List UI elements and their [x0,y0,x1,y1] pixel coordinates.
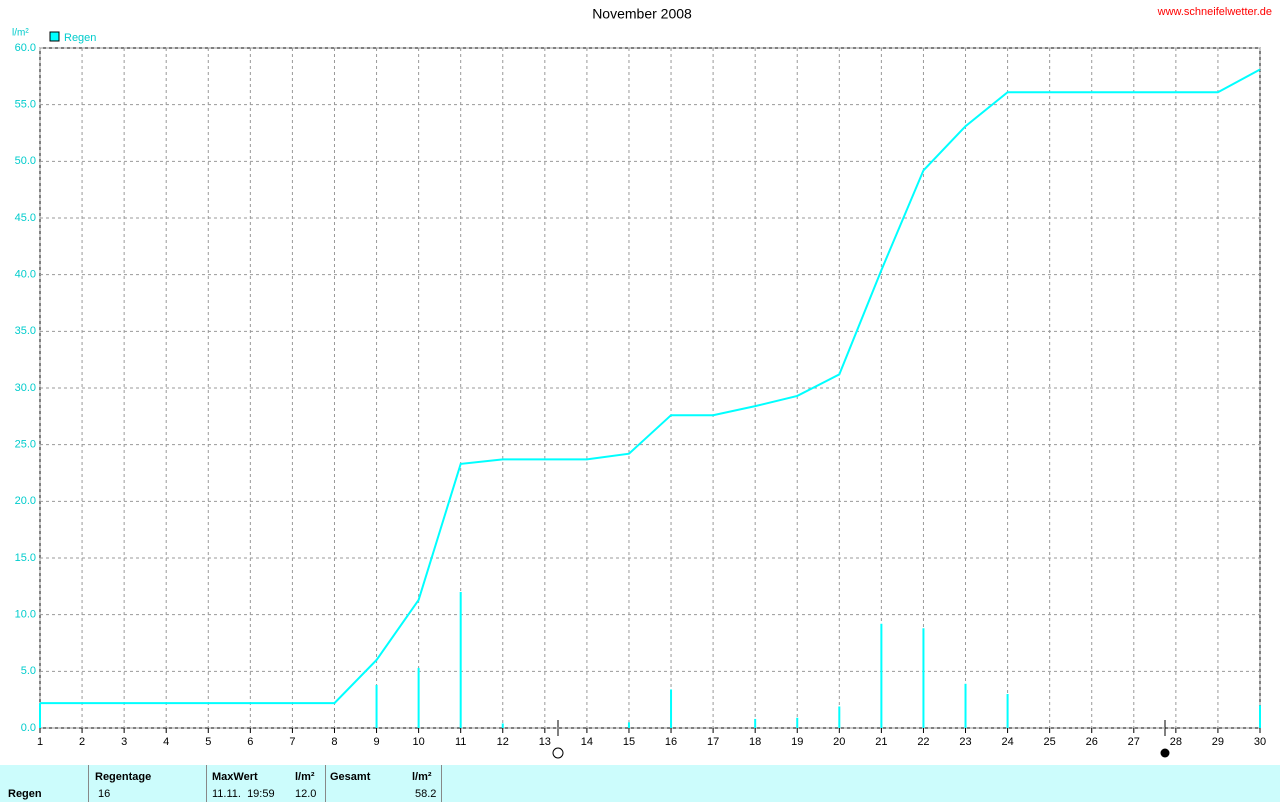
x-tick-label: 26 [1086,736,1098,748]
header: Gesamt [330,771,371,783]
y-tick-label: 10.0 [15,609,36,621]
x-tick-label: 16 [665,736,677,748]
y-tick-label: 0.0 [21,722,36,734]
y-axis-label: l/m² [12,28,29,39]
x-tick-label: 28 [1170,736,1182,748]
y-tick-label: 35.0 [15,325,36,337]
chart: November 2008 www.schneifelwetter.de l/m… [12,6,1272,759]
x-tick-label: 8 [331,736,337,748]
source: www.schneifelwetter.de [1157,6,1272,18]
x-tick-label: 5 [205,736,211,748]
x-tick-label: 21 [875,736,887,748]
header: l/m² [412,771,432,783]
header: MaxWert [212,771,258,783]
full-moon [552,747,564,759]
y-tick-label: 45.0 [15,212,36,224]
new-moon [1160,748,1170,758]
y-tick-label: 20.0 [15,495,36,507]
separator [206,765,207,802]
x-tick-label: 15 [623,736,635,748]
x-tick-label: 4 [163,736,169,748]
x-tick-label: 6 [247,736,253,748]
x-tick-label: 20 [833,736,845,748]
x-tick-label: 3 [121,736,127,748]
x-tick-label: 24 [1001,736,1013,748]
x-tick-label: 25 [1044,736,1056,748]
x-tick-label: 1 [37,736,43,748]
x-tick-label: 11 [455,736,466,748]
cell: 58.2 [415,788,437,800]
x-tick-label: 29 [1212,736,1224,748]
x-tick-label: 22 [917,736,929,748]
legend-label: Regen [64,32,96,44]
cell: 11.11. 19:59 [212,788,275,800]
cell: 16 [98,788,111,800]
x-tick-label: 2 [79,736,85,748]
separator [441,765,442,802]
x-tick-label: 14 [581,736,593,748]
y-tick-label: 5.0 [21,665,36,677]
cell: 12.0 [295,788,317,800]
summary-table: Regen Regentage 16 MaxWert l/m² 11.11. 1… [0,765,1280,802]
x-tick-label: 12 [497,736,509,748]
row-label: Regen [8,788,42,800]
y-tick-label: 25.0 [15,439,36,451]
y-tick-label: 40.0 [15,269,36,281]
x-tick-label: 18 [749,736,761,748]
separator [88,765,89,802]
x-tick-label: 9 [373,736,379,748]
y-tick-label: 60.0 [15,42,36,54]
x-tick-label: 27 [1128,736,1140,748]
x-tick-label: 17 [707,736,719,748]
x-tick-label: 30 [1254,736,1266,748]
x-tick-label: 23 [959,736,971,748]
x-tick-label: 19 [791,736,803,748]
x-tick-label: 10 [412,736,424,748]
x-tick-label: 13 [539,736,551,748]
header: l/m² [295,771,315,783]
chart-title: November 2008 [592,6,692,22]
legend-swatch [49,31,60,42]
y-tick-label: 55.0 [15,99,36,111]
cumulative-line [40,68,1261,705]
separator [325,765,326,802]
y-tick-label: 30.0 [15,382,36,394]
x-tick-label: 7 [289,736,295,748]
header: Regentage [95,771,152,783]
y-tick-label: 15.0 [15,552,36,564]
y-tick-label: 50.0 [15,155,36,167]
